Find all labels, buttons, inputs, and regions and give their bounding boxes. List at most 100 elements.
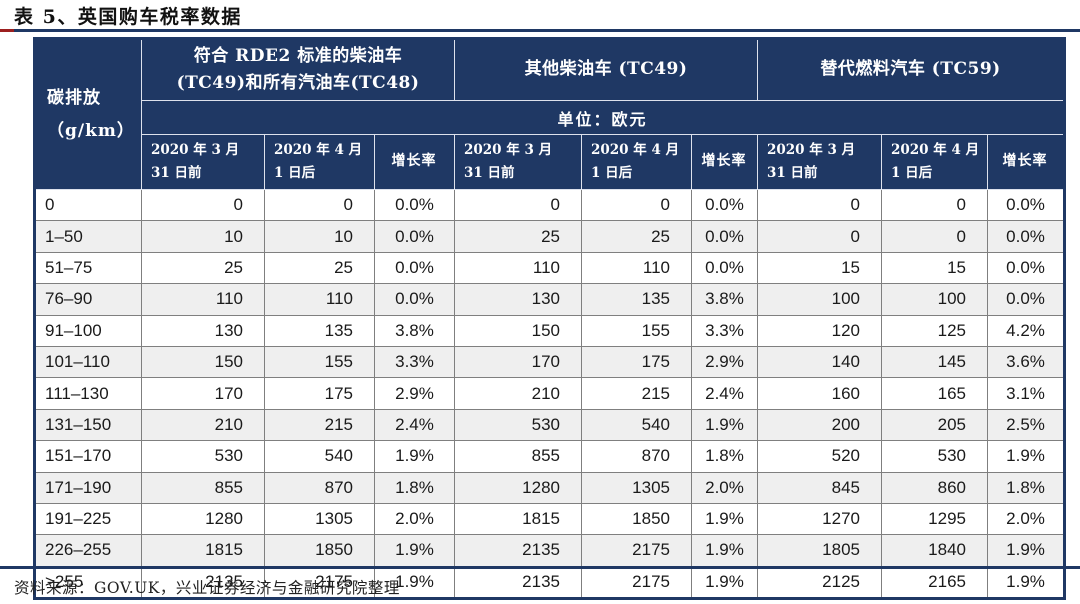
tax-value-cell: 15 <box>757 251 882 285</box>
tax-value-cell: 110 <box>264 283 375 316</box>
tax-value-cell: 170 <box>454 345 582 379</box>
tax-value-cell: 155 <box>581 314 692 347</box>
tax-value-cell: 200 <box>757 408 882 442</box>
tax-value-cell: 170 <box>141 377 265 410</box>
tax-value-cell: 2125 <box>757 565 882 600</box>
tax-value-cell: 130 <box>454 283 582 316</box>
table-row: 0 0 0 0.0% 0 0 0.0% 0 0 0.0% <box>34 188 1066 222</box>
growth-rate-cell: 2.0% <box>691 471 758 504</box>
emission-range-cell: 226–255 <box>34 534 142 567</box>
column-header-growth-rate-g3: 增长率 <box>986 134 1066 190</box>
tax-value-cell: 10 <box>264 220 375 253</box>
unit-label: 单位：欧元 <box>140 100 1066 135</box>
tax-value-cell: 1295 <box>881 502 988 536</box>
tax-value-cell: 2175 <box>581 565 692 600</box>
tax-value-cell: 210 <box>454 377 582 410</box>
column-header-after-2020-04-01-g3: 2020 年 4 月 1 日后 <box>881 134 988 190</box>
growth-rate-cell: 1.9% <box>691 534 758 567</box>
table-body: 0 0 0 0.0% 0 0 0.0% 0 0 0.0% 1–50 10 10 0.0% 25 25 0.0% 0… <box>34 188 1066 600</box>
table-row: >255 2135 2175 1.9% 2135 2175 1.9% 2125 2165 1.9% <box>34 565 1066 600</box>
table-row: 76–90 110 110 0.0% 130 135 3.8% 100 100 0.0% <box>34 283 1066 316</box>
tax-value-cell: 160 <box>757 377 882 410</box>
column-group-other-diesel: 其他柴油车 (TC49) <box>454 38 758 101</box>
tax-value-cell: 100 <box>881 283 988 316</box>
tax-value-cell: 0 <box>454 188 582 222</box>
column-header-before-2020-03-31-g3: 2020 年 3 月 31 日前 <box>757 134 882 190</box>
emission-range-cell: 0 <box>34 188 142 222</box>
tax-value-cell: 15 <box>881 251 988 285</box>
growth-rate-cell: 1.9% <box>986 534 1066 567</box>
emission-range-cell: 111–130 <box>34 377 142 410</box>
tax-value-cell: 2135 <box>454 534 582 567</box>
growth-rate-cell: 0.0% <box>374 251 455 285</box>
table-row: 226–255 1815 1850 1.9% 2135 2175 1.9% 1805 1840 1… <box>34 534 1066 567</box>
tax-value-cell: 530 <box>881 440 988 473</box>
tax-value-cell: 25 <box>141 251 265 285</box>
tax-value-cell: 520 <box>757 440 882 473</box>
tax-value-cell: 0 <box>264 188 375 222</box>
growth-rate-cell: 2.5% <box>986 408 1066 442</box>
tax-value-cell: 25 <box>454 220 582 253</box>
growth-rate-cell: 0.0% <box>986 283 1066 316</box>
tax-value-cell: 0 <box>141 188 265 222</box>
tax-value-cell: 2165 <box>881 565 988 600</box>
column-header-carbon-emissions: 碳排放 （g/km） <box>34 38 142 190</box>
uk-car-tax-table: 碳排放 （g/km） 符合 RDE2 标准的柴油车 (TC49)和所有汽油车(T… <box>33 37 1067 601</box>
growth-rate-cell: 0.0% <box>374 220 455 253</box>
growth-rate-cell: 0.0% <box>691 251 758 285</box>
tax-value-cell: 1305 <box>581 471 692 504</box>
tax-value-cell: 1850 <box>264 534 375 567</box>
emission-range-cell: 191–225 <box>34 502 142 536</box>
column-header-growth-rate-g2: 增长率 <box>691 134 758 190</box>
growth-rate-cell: 2.4% <box>374 408 455 442</box>
growth-rate-cell: 3.6% <box>986 345 1066 379</box>
emission-range-cell: 101–110 <box>34 345 142 379</box>
tax-value-cell: 855 <box>141 471 265 504</box>
growth-rate-cell: 0.0% <box>374 283 455 316</box>
growth-rate-cell: 0.0% <box>986 188 1066 222</box>
growth-rate-cell: 3.3% <box>374 345 455 379</box>
group-header-row: 碳排放 （g/km） 符合 RDE2 标准的柴油车 (TC49)和所有汽油车(T… <box>34 38 1066 190</box>
table-row: 131–150 210 215 2.4% 530 540 1.9% 200 205 2.5% <box>34 408 1066 442</box>
tax-value-cell: 540 <box>581 408 692 442</box>
table-row: 101–110 150 155 3.3% 170 175 2.9% 140 145 3.6% <box>34 345 1066 379</box>
tax-value-cell: 100 <box>757 283 882 316</box>
column-group-rde2-diesel-petrol: 符合 RDE2 标准的柴油车 (TC49)和所有汽油车(TC48) <box>141 38 455 101</box>
tax-value-cell: 530 <box>454 408 582 442</box>
table-row: 171–190 855 870 1.8% 1280 1305 2.0% 845 860 1.8% <box>34 471 1066 504</box>
growth-rate-cell: 1.9% <box>691 408 758 442</box>
growth-rate-cell: 3.3% <box>691 314 758 347</box>
column-header-growth-rate-g1: 增长率 <box>374 134 455 190</box>
emission-range-cell: 91–100 <box>34 314 142 347</box>
tax-value-cell: 845 <box>757 471 882 504</box>
growth-rate-cell: 2.0% <box>986 502 1066 536</box>
growth-rate-cell: 1.9% <box>691 502 758 536</box>
tax-value-cell: 210 <box>141 408 265 442</box>
bottom-rule <box>0 566 1080 569</box>
tax-value-cell: 130 <box>141 314 265 347</box>
growth-rate-cell: 3.1% <box>986 377 1066 410</box>
tax-value-cell: 215 <box>264 408 375 442</box>
growth-rate-cell: 0.0% <box>691 220 758 253</box>
title-rule-red-accent <box>0 29 14 32</box>
table-header: 碳排放 （g/km） 符合 RDE2 标准的柴油车 (TC49)和所有汽油车(T… <box>34 38 1066 190</box>
growth-rate-cell: 2.9% <box>691 345 758 379</box>
tax-value-cell: 530 <box>141 440 265 473</box>
emission-range-cell: 76–90 <box>34 283 142 316</box>
tax-value-cell: 150 <box>141 345 265 379</box>
tax-value-cell: 135 <box>581 283 692 316</box>
tax-value-cell: 855 <box>454 440 582 473</box>
emission-range-cell: 171–190 <box>34 471 142 504</box>
page-title: 表 5、英国购车税率数据 <box>14 6 242 28</box>
tax-value-cell: 205 <box>881 408 988 442</box>
tax-value-cell: 1305 <box>264 502 375 536</box>
sub-header-row: 2020 年 3 月 31 日前 2020 年 4 月 1 日后 增长率 202… <box>35 134 1066 190</box>
table-row: 111–130 170 175 2.9% 210 215 2.4% 160 165 3.1% <box>34 377 1066 410</box>
tax-value-cell: 540 <box>264 440 375 473</box>
growth-rate-cell: 1.9% <box>986 440 1066 473</box>
growth-rate-cell: 3.8% <box>691 283 758 316</box>
growth-rate-cell: 1.9% <box>986 565 1066 600</box>
growth-rate-cell: 4.2% <box>986 314 1066 347</box>
tax-value-cell: 0 <box>581 188 692 222</box>
tax-value-cell: 2135 <box>454 565 582 600</box>
